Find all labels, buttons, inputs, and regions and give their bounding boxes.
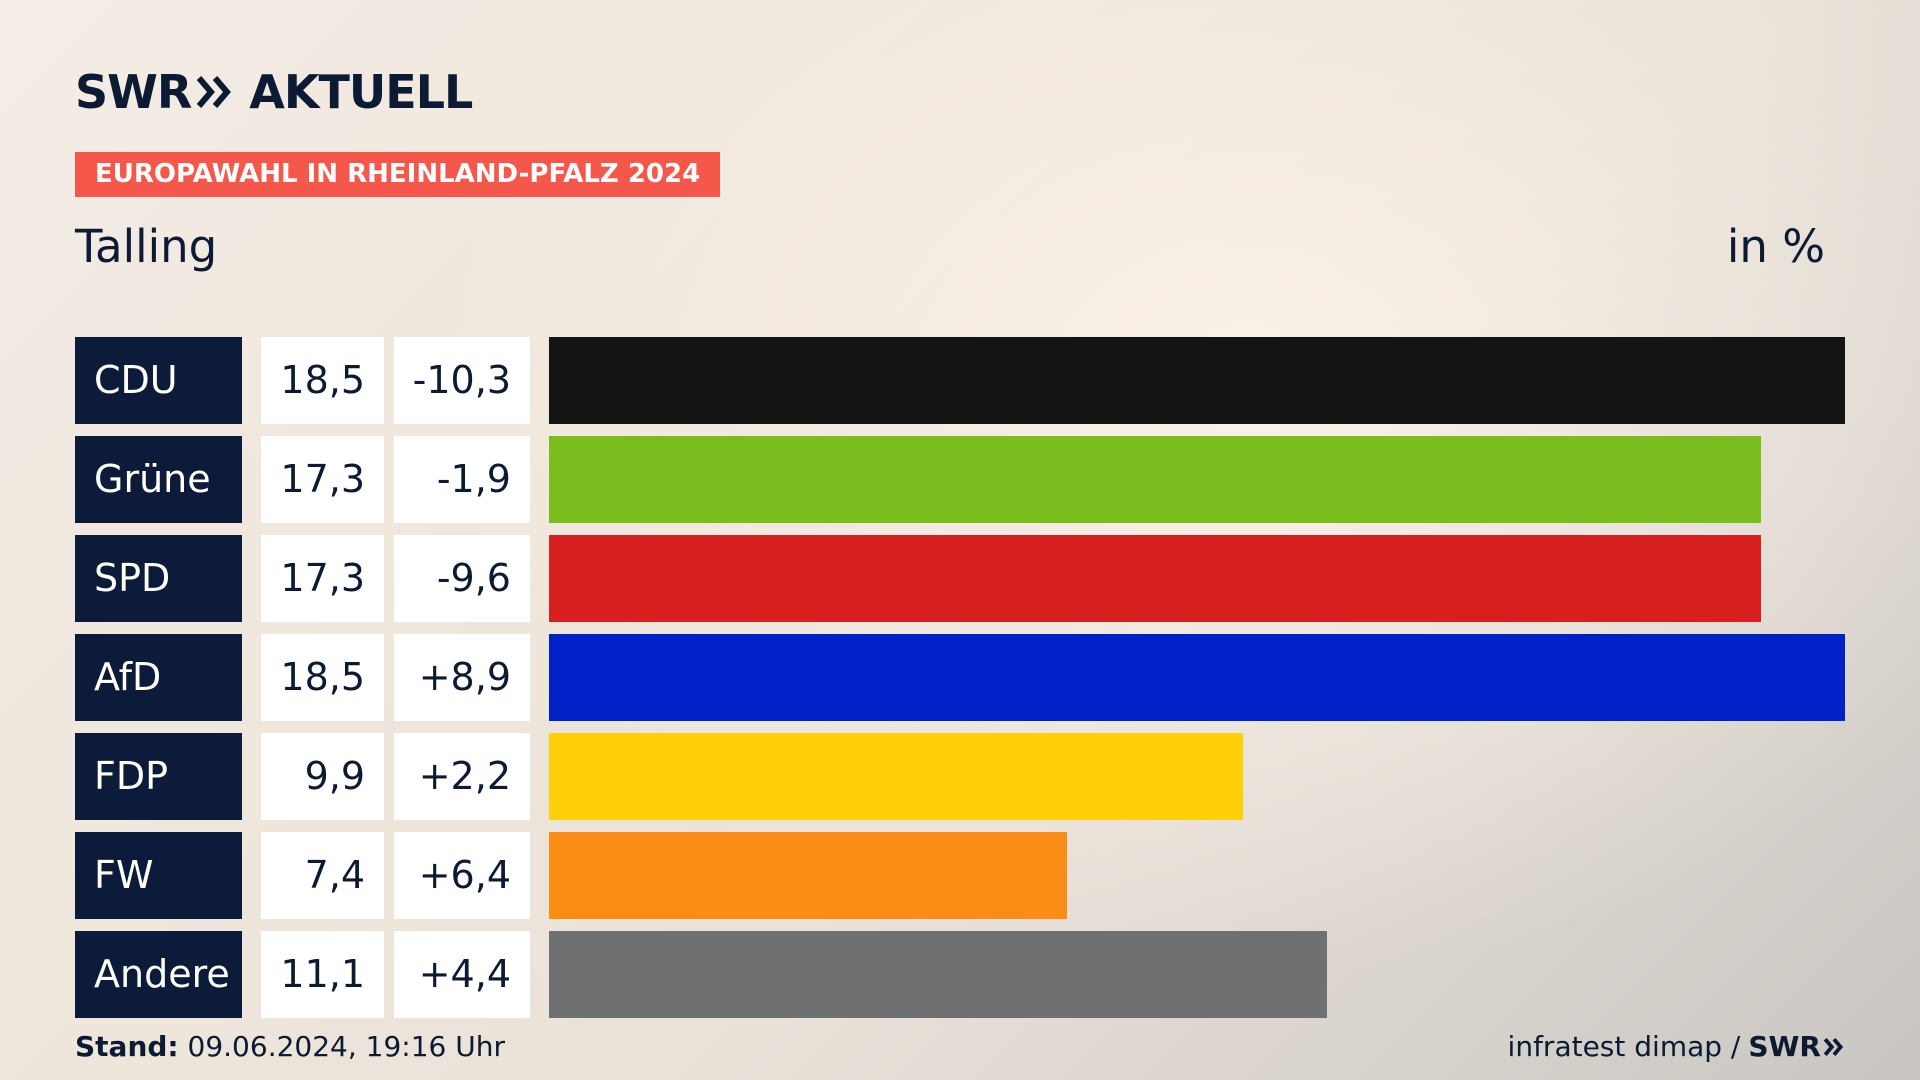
chart-row: Andere 11,1 +4,4: [75, 931, 1845, 1018]
stand-label: Stand:: [75, 1030, 179, 1063]
double-chevron-icon: [197, 76, 232, 108]
party-label: Andere: [75, 931, 242, 1018]
vote-share-bar: [549, 436, 1761, 523]
party-label: AfD: [75, 634, 242, 721]
vote-share-label: 9,9: [261, 733, 384, 820]
chart-row: AfD 18,5 +8,9: [75, 634, 1845, 721]
chart-row: FW 7,4 +6,4: [75, 832, 1845, 919]
logo-swr-text: SWR: [75, 65, 192, 119]
vote-share-bar: [549, 931, 1327, 1018]
party-label: FW: [75, 832, 242, 919]
chart-row: FDP 9,9 +2,2: [75, 733, 1845, 820]
swr-small-logo: SWR: [1748, 1030, 1845, 1063]
change-label: +8,9: [394, 634, 530, 721]
vote-share-bar: [549, 337, 1845, 424]
change-label: -1,9: [394, 436, 530, 523]
unit-label: in %: [1726, 220, 1825, 273]
change-label: -10,3: [394, 337, 530, 424]
chart-subtitle: Talling: [75, 220, 218, 273]
vote-share-label: 18,5: [261, 337, 384, 424]
logo-aktuell-text: AKTUELL: [249, 65, 473, 119]
vote-share-label: 7,4: [261, 832, 384, 919]
party-label: FDP: [75, 733, 242, 820]
change-label: +4,4: [394, 931, 530, 1018]
vote-share-label: 17,3: [261, 436, 384, 523]
change-label: -9,6: [394, 535, 530, 622]
party-label: SPD: [75, 535, 242, 622]
vote-share-label: 17,3: [261, 535, 384, 622]
swr-aktuell-logo: SWR AKTUELL: [75, 65, 473, 119]
chart-row: CDU 18,5 -10,3: [75, 337, 1845, 424]
vote-share-label: 18,5: [261, 634, 384, 721]
vote-share-bar: [549, 832, 1067, 919]
chart-row: Grüne 17,3 -1,9: [75, 436, 1845, 523]
change-label: +2,2: [394, 733, 530, 820]
vote-share-bar: [549, 733, 1243, 820]
party-label: Grüne: [75, 436, 242, 523]
change-label: +6,4: [394, 832, 530, 919]
swr-small-text: SWR: [1748, 1030, 1821, 1063]
source-text: infratest dimap /: [1507, 1030, 1741, 1063]
source-credit: infratest dimap / SWR: [1508, 1030, 1845, 1063]
double-chevron-small-icon: [1823, 1037, 1844, 1056]
vote-share-label: 11,1: [261, 931, 384, 1018]
vote-share-bar: [549, 535, 1761, 622]
election-banner: EUROPAWAHL IN RHEINLAND-PFALZ 2024: [75, 152, 721, 197]
vote-share-bar: [549, 634, 1845, 721]
stand-value: 09.06.2024, 19:16 Uhr: [187, 1030, 505, 1063]
chart-row: SPD 17,3 -9,6: [75, 535, 1845, 622]
timestamp: Stand: 09.06.2024, 19:16 Uhr: [75, 1030, 505, 1063]
party-label: CDU: [75, 337, 242, 424]
